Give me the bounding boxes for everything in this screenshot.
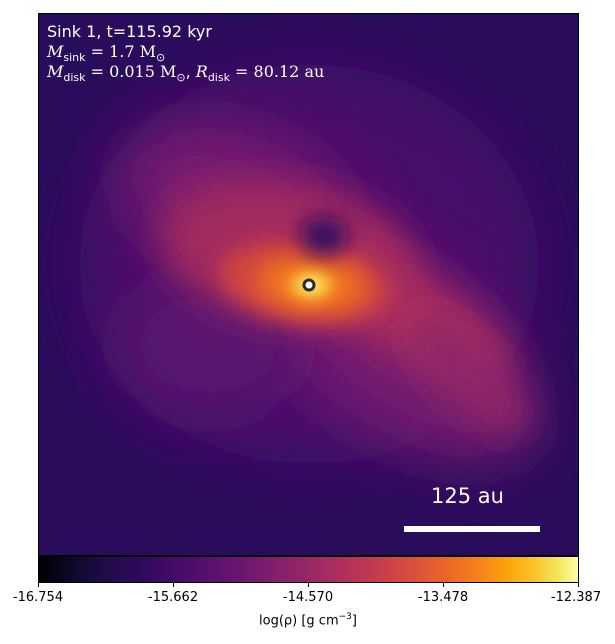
sink-time-line: Sink 1, t=115.92 kyr [47,22,212,41]
colorbar-tick [173,583,174,587]
colorbar-tick-label: -12.387 [550,590,602,605]
colorbar-label: log(ρ) [g cm−3] [259,612,357,629]
density-image [39,14,578,555]
colorbar-tick [443,583,444,587]
colorbar-tick [308,583,309,587]
colorbar-tick-label: -14.570 [282,590,334,605]
sink-marker [302,278,316,292]
colorbar-tick-label: -16.754 [12,590,64,605]
colorbar-tick [578,583,579,587]
scale-bar [404,526,540,532]
colorbar-tick-label: -15.662 [147,590,199,605]
colorbar-tick-label: -13.478 [417,590,469,605]
sink-info: Sink 1, t=115.92 kyr Msink = 1.7 M⊙ Mdis… [47,22,325,85]
colorbar-tick [38,583,39,587]
disk-line: Mdisk = 0.015 M⊙, Rdisk = 80.12 au [47,62,325,85]
density-map: Sink 1, t=115.92 kyr Msink = 1.7 M⊙ Mdis… [38,13,579,556]
colorbar [38,556,579,583]
scale-bar-label: 125 au [431,484,504,508]
sink-mass-line: Msink = 1.7 M⊙ [47,42,166,65]
